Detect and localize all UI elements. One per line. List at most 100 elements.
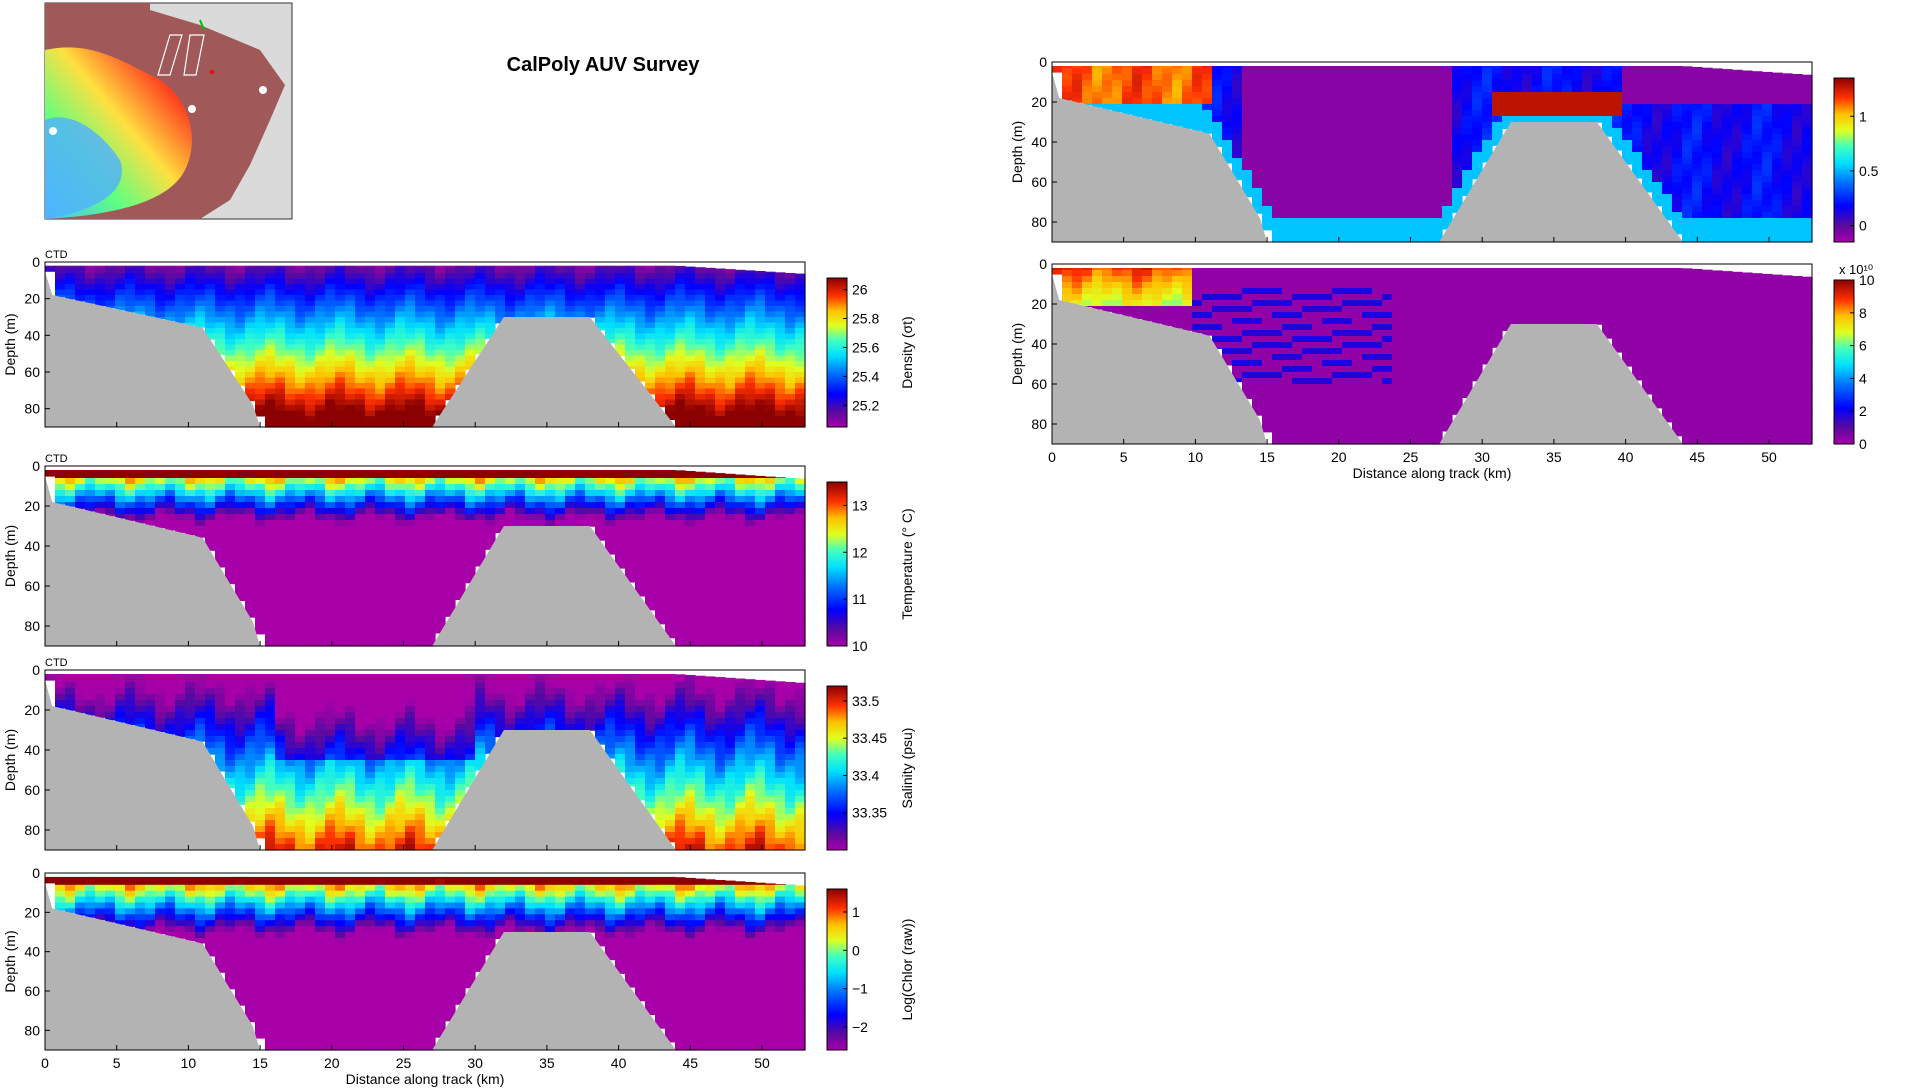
heatmap-cell — [595, 484, 606, 491]
heatmap-cell — [315, 616, 326, 623]
heatmap-cell — [365, 306, 376, 313]
heatmap-cell — [325, 616, 336, 623]
heatmap-cell — [705, 514, 716, 521]
heatmap-cell — [275, 766, 286, 773]
heatmap-cell — [295, 502, 306, 509]
heatmap-cell — [705, 628, 716, 635]
heatmap-cell — [375, 289, 386, 296]
heatmap-cell — [775, 421, 786, 428]
heatmap-cell — [545, 265, 556, 269]
heatmap-cell — [205, 676, 216, 683]
heatmap-cell — [225, 300, 236, 307]
heatmap-cell — [655, 766, 666, 773]
heatmap-cell — [755, 317, 766, 324]
heatmap-cell — [515, 265, 526, 269]
heatmap-cell — [765, 628, 776, 635]
heatmap-cell — [245, 760, 256, 767]
heatmap-cell — [235, 295, 246, 302]
heatmap-cell — [275, 820, 286, 827]
heatmap-cell — [735, 350, 746, 357]
heatmap-cell — [595, 306, 606, 313]
heatmap-cell — [325, 544, 336, 551]
heatmap-cell — [355, 832, 366, 839]
heatmap-cell — [305, 712, 316, 719]
heatmap-cell — [435, 676, 446, 683]
y-tick-label: 60 — [24, 364, 40, 380]
heatmap-cell — [745, 724, 756, 731]
heatmap-cell — [325, 598, 336, 605]
heatmap-cell — [285, 472, 296, 479]
heatmap-cell — [475, 273, 486, 280]
heatmap-cell — [445, 508, 456, 515]
heatmap-cell — [295, 484, 306, 491]
heatmap-cell — [445, 688, 456, 695]
heatmap-cell — [125, 674, 136, 677]
heatmap-cell — [715, 377, 726, 384]
heatmap-cell — [395, 628, 406, 635]
heatmap-cell — [785, 562, 796, 569]
heatmap-cell — [615, 311, 626, 318]
heatmap-cell — [185, 267, 196, 274]
heatmap-cell — [705, 796, 716, 803]
heatmap-cell — [395, 674, 406, 677]
heatmap-cell — [645, 306, 656, 313]
heatmap-cell — [575, 682, 586, 689]
seabed — [45, 271, 805, 427]
heatmap-cell — [325, 700, 336, 707]
heatmap-cell — [715, 416, 726, 423]
heatmap-cell — [705, 700, 716, 707]
heatmap-cell — [295, 508, 306, 515]
heatmap-cell — [265, 278, 276, 285]
heatmap-cell — [75, 278, 86, 285]
heatmap-cell — [675, 394, 686, 401]
heatmap-cell — [385, 532, 396, 539]
heatmap-cell — [725, 826, 736, 833]
heatmap-cell — [535, 682, 546, 689]
heatmap-cell — [435, 490, 446, 497]
heatmap-cell — [185, 490, 196, 497]
heatmap-cell — [355, 820, 366, 827]
heatmap-cell — [705, 267, 716, 274]
heatmap-cell — [725, 284, 736, 291]
heatmap-cell — [415, 306, 426, 313]
heatmap-cell — [405, 317, 416, 324]
heatmap-cell — [685, 383, 696, 390]
heatmap-cell — [185, 682, 196, 689]
heatmap-cell — [755, 520, 766, 527]
heatmap-cell — [775, 289, 786, 296]
heatmap-cell — [295, 350, 306, 357]
heatmap-cell — [555, 306, 566, 313]
heatmap-cell — [695, 748, 706, 755]
heatmap-cell — [115, 284, 126, 291]
heatmap-cell — [215, 908, 226, 915]
heatmap-cell — [745, 322, 756, 329]
heatmap-cell — [645, 472, 656, 479]
heatmap-cell — [635, 317, 646, 324]
heatmap-cell — [375, 790, 386, 797]
heatmap-cell — [365, 580, 376, 587]
heatmap-cell — [265, 508, 276, 515]
heatmap-cell — [135, 676, 146, 683]
heatmap-cell — [295, 355, 306, 362]
heatmap-cell — [385, 311, 396, 318]
heatmap-cell — [715, 844, 726, 851]
heatmap-cell — [685, 604, 696, 611]
heatmap-cell — [285, 328, 296, 335]
heatmap-cell — [225, 766, 236, 773]
heatmap-cell — [225, 355, 236, 362]
heatmap-cell — [745, 580, 756, 587]
heatmap-cell — [655, 538, 666, 545]
heatmap-cell — [375, 568, 386, 575]
heatmap-cell — [635, 742, 646, 749]
heatmap-cell — [335, 300, 346, 307]
heatmap-cell — [725, 838, 736, 845]
heatmap-cell — [665, 634, 676, 639]
heatmap-cell — [265, 832, 276, 839]
heatmap-cell — [395, 388, 406, 395]
heatmap-cell — [605, 544, 616, 551]
heatmap-cell — [545, 676, 556, 683]
heatmap-cell — [495, 267, 506, 274]
heatmap-cell — [365, 814, 376, 821]
heatmap-cell — [195, 694, 206, 701]
heatmap-cell — [425, 317, 436, 324]
